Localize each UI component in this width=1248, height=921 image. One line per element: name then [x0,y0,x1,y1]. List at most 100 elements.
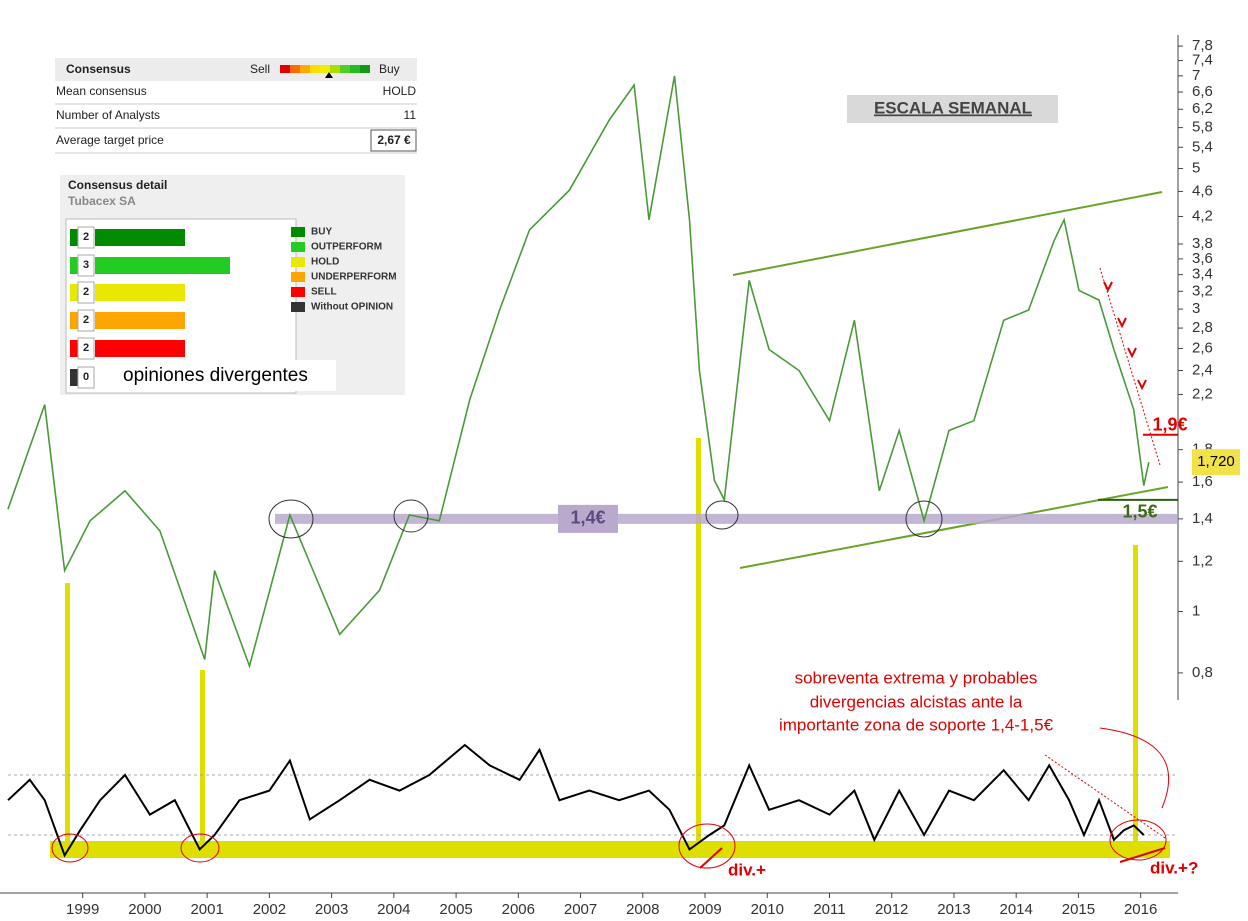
legend-swatch [291,227,305,237]
x-tick-label: 2015 [1062,901,1095,918]
count-box [77,366,95,389]
row-value: 11 [404,108,417,122]
row-label: Number of Analysts [56,108,160,122]
x-tick-label: 2009 [688,901,721,918]
circle-highlight [705,500,739,530]
note: opiniones divergentes [123,365,308,386]
highlight-bar [1133,545,1138,843]
consensus-bar [95,257,230,274]
y-tick-label: 2,6 [1192,339,1213,356]
x-tick-label: 2003 [315,901,348,918]
divergence-line [699,847,723,869]
count-box [77,226,95,249]
x-tick-label: 2012 [875,901,908,918]
y-tick-label: 3,2 [1192,282,1213,299]
count-box [77,309,95,332]
scale-pointer [325,72,333,78]
y-tick-label: 6,6 [1192,83,1213,100]
scale-cell [310,65,320,73]
x-tick-label: 2000 [128,901,161,918]
row-label: Average target price [56,133,164,147]
legend-label: BUY [311,227,332,238]
y-tick-label: 3,8 [1192,235,1213,252]
circle-highlight [1109,819,1167,861]
y-tick-label: 1 [1192,602,1200,619]
count-box [77,337,95,360]
data-line [7,743,1145,858]
last-price-label: 1,720 [1197,453,1235,470]
scale-label: ESCALA SEMANAL [874,98,1032,117]
count-label: 0 [83,371,89,383]
level-label: 1,9€ [1152,415,1187,435]
x-tick-label: 2011 [813,901,845,918]
x-tick-label: 2001 [190,901,223,918]
consensus-bar [95,312,185,329]
scale-cell [300,65,310,73]
detail-title: Consensus detail [68,178,167,192]
bar-stub [70,340,78,357]
y-tick-label: 4,2 [1192,207,1213,224]
label-box [847,95,1058,123]
y-tick-label: 2,8 [1192,319,1213,336]
annotation-layer: ESCALA SEMANAL sobreventa extrema y prob… [51,95,1198,879]
scale-end: Sell [250,62,270,76]
y-tick-label: 3 [1192,300,1200,317]
y-tick-label: 0,8 [1192,664,1213,681]
row-label: Mean consensus [56,84,147,98]
count-box [77,254,95,277]
annotation: importante zona de soporte 1,4-1,5€ [779,715,1054,734]
x-tick-label: 2008 [626,901,659,918]
scale-cell [340,65,350,73]
arrow [1099,727,1170,809]
annotation: sobreventa extrema y probables [795,668,1038,687]
y-tick-label: 1,2 [1192,552,1213,569]
x-tick-label: 2005 [439,901,472,918]
legend-label: OUTPERFORM [311,242,382,253]
highlight-bar [200,670,205,843]
circle-highlight [51,833,89,863]
legend-label: Without OPINION [311,302,393,313]
circle-highlight [268,499,314,539]
legend-swatch [291,257,305,267]
y-tick-label: 5 [1192,159,1200,176]
bar-stub [70,229,78,246]
legend-label: HOLD [311,257,339,268]
count-box [77,281,95,304]
count-label: 2 [83,314,89,326]
y-tick-label: 7,8 [1192,37,1213,54]
scale-cell [360,65,370,73]
x-tick-label: 2002 [253,901,286,918]
y-tick-label: 7,4 [1192,52,1213,69]
support-band [275,513,1177,524]
consensus-bar [95,229,185,246]
legend-label: SELL [311,287,337,298]
y-tick-label: 5,8 [1192,119,1213,136]
level-label: 1,4€ [570,508,605,528]
scale-cell [350,65,360,73]
count-label: 2 [83,231,89,243]
legend-swatch [291,242,305,252]
y-tick-label: 7 [1192,67,1200,84]
circle-highlight [180,833,220,863]
level-label-box [558,504,618,533]
scale-cell [330,65,340,73]
x-tick-label: 2013 [937,901,970,918]
circle-highlight [393,499,429,533]
channel-line [739,486,1169,569]
y-tick-label: 1,4 [1192,510,1213,527]
value-box [370,129,417,152]
y-tick-label: 3,4 [1192,266,1213,283]
bar-stub [70,369,78,386]
trend-line [1044,754,1166,839]
last-price-box [1192,449,1240,476]
annotation: div.+? [1150,858,1198,877]
legend-swatch [291,302,305,312]
bar-stub [70,284,78,301]
consensus-bar [95,284,185,301]
annotation: divergencias alcistas ante la [810,692,1023,711]
header-bg [55,58,417,81]
consensus-widget: Consensus Sell Buy Consensus detail Tuba… [55,58,417,395]
row-value: HOLD [383,84,417,98]
annotation: div.+ [728,860,766,879]
consensus-title: Consensus [66,62,131,76]
